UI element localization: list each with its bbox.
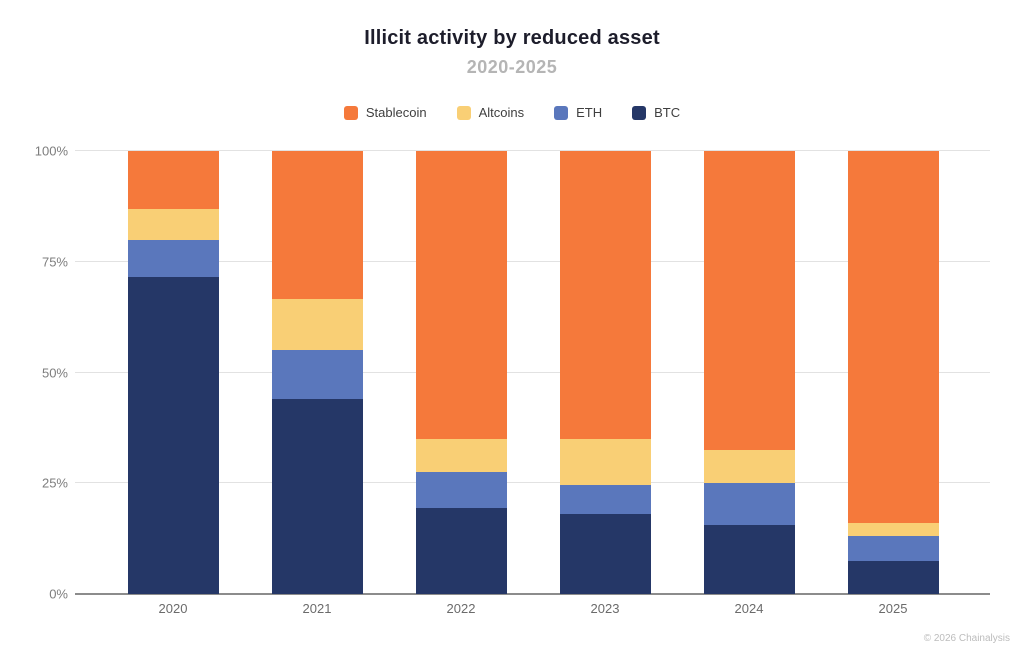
bar-slot-2025 [821, 151, 965, 594]
y-tick-label-75: 75% [41, 254, 68, 270]
bar-segment-2025-stablecoin [847, 151, 939, 524]
y-tick-label-25: 25% [41, 475, 68, 491]
bar-segment-2024-stablecoin [703, 151, 795, 451]
bar-segment-2020-altcoins [127, 208, 219, 240]
legend-item-btc: BTC [632, 105, 680, 120]
legend-label-stablecoin: Stablecoin [365, 105, 427, 120]
bars-row [75, 151, 990, 594]
x-tick-label-2020: 2020 [158, 601, 188, 616]
bar-segment-2021-altcoins [271, 299, 363, 351]
stacked-bar-2023 [559, 151, 651, 594]
bar-segment-2022-stablecoin [415, 151, 507, 439]
stacked-bar-2021 [271, 151, 363, 594]
legend-label-btc: BTC [654, 105, 681, 120]
legend-swatch-stablecoin-icon [343, 105, 358, 120]
y-axis-labels: 0% 25% 50% 75% 100% [0, 144, 68, 602]
plot-area [75, 150, 990, 595]
bar-segment-2023-stablecoin [559, 151, 651, 439]
gridline-100 [75, 150, 990, 151]
bar-segment-2025-eth [847, 536, 939, 561]
bar-segment-2025-altcoins [847, 523, 939, 537]
x-tick-label-2025: 2025 [878, 601, 908, 616]
stacked-bar-2020 [127, 151, 219, 594]
legend-item-altcoins: Altcoins [456, 105, 525, 120]
bar-segment-2020-btc [127, 277, 219, 594]
bar-segment-2020-eth [127, 239, 219, 278]
bar-segment-2024-eth [703, 483, 795, 526]
bar-segment-2021-eth [271, 350, 363, 400]
bar-segment-2024-altcoins [703, 450, 795, 484]
bar-segment-2021-stablecoin [271, 151, 363, 300]
copyright-footer: © 2026 Chainalysis [923, 633, 1010, 644]
bar-slot-2022 [389, 151, 533, 594]
stacked-bar-2022 [415, 151, 507, 594]
bar-segment-2023-btc [559, 514, 651, 594]
bar-slot-2021 [245, 151, 389, 594]
stacked-bar-2025 [847, 151, 939, 594]
y-tick-label-100: 100% [34, 143, 68, 159]
bar-segment-2024-btc [703, 525, 795, 594]
legend-swatch-eth-icon [554, 105, 569, 120]
bar-segment-2023-altcoins [559, 438, 651, 486]
gridline-75 [75, 260, 990, 262]
bar-segment-2020-stablecoin [127, 151, 219, 209]
legend-item-stablecoin: Stablecoin [343, 105, 427, 120]
bar-segment-2022-btc [415, 507, 507, 594]
bar-segment-2022-eth [415, 472, 507, 508]
x-axis-line [75, 593, 990, 595]
x-tick-label-2021: 2021 [302, 601, 332, 616]
bar-segment-2023-eth [559, 485, 651, 515]
legend: Stablecoin Altcoins ETH BTC [0, 105, 1024, 120]
bar-segment-2022-altcoins [415, 438, 507, 473]
legend-label-eth: ETH [576, 105, 603, 120]
bar-slot-2020 [101, 151, 245, 594]
y-tick-label-50: 50% [41, 365, 68, 380]
y-tick-label-0: 0% [49, 586, 68, 602]
x-tick-label-2023: 2023 [590, 601, 620, 616]
bar-slot-2024 [677, 151, 821, 594]
gridline-25 [75, 482, 990, 484]
x-axis-labels: 2020 2021 2022 2023 2024 2025 [75, 601, 990, 616]
chart-title: Illicit activity by reduced asset [364, 27, 660, 49]
x-tick-label-2024: 2024 [734, 601, 764, 616]
legend-item-eth: ETH [554, 105, 602, 120]
bar-segment-2021-btc [271, 399, 363, 594]
stacked-bar-2024 [703, 151, 795, 594]
x-tick-label-2022: 2022 [446, 601, 476, 616]
bar-segment-2025-btc [847, 560, 939, 594]
legend-swatch-btc-icon [632, 105, 647, 120]
legend-swatch-altcoins-icon [456, 105, 471, 120]
gridline-50 [75, 371, 990, 373]
chart-subtitle: 2020-2025 [466, 57, 558, 77]
bar-slot-2023 [533, 151, 677, 594]
legend-label-altcoins: Altcoins [478, 105, 525, 120]
